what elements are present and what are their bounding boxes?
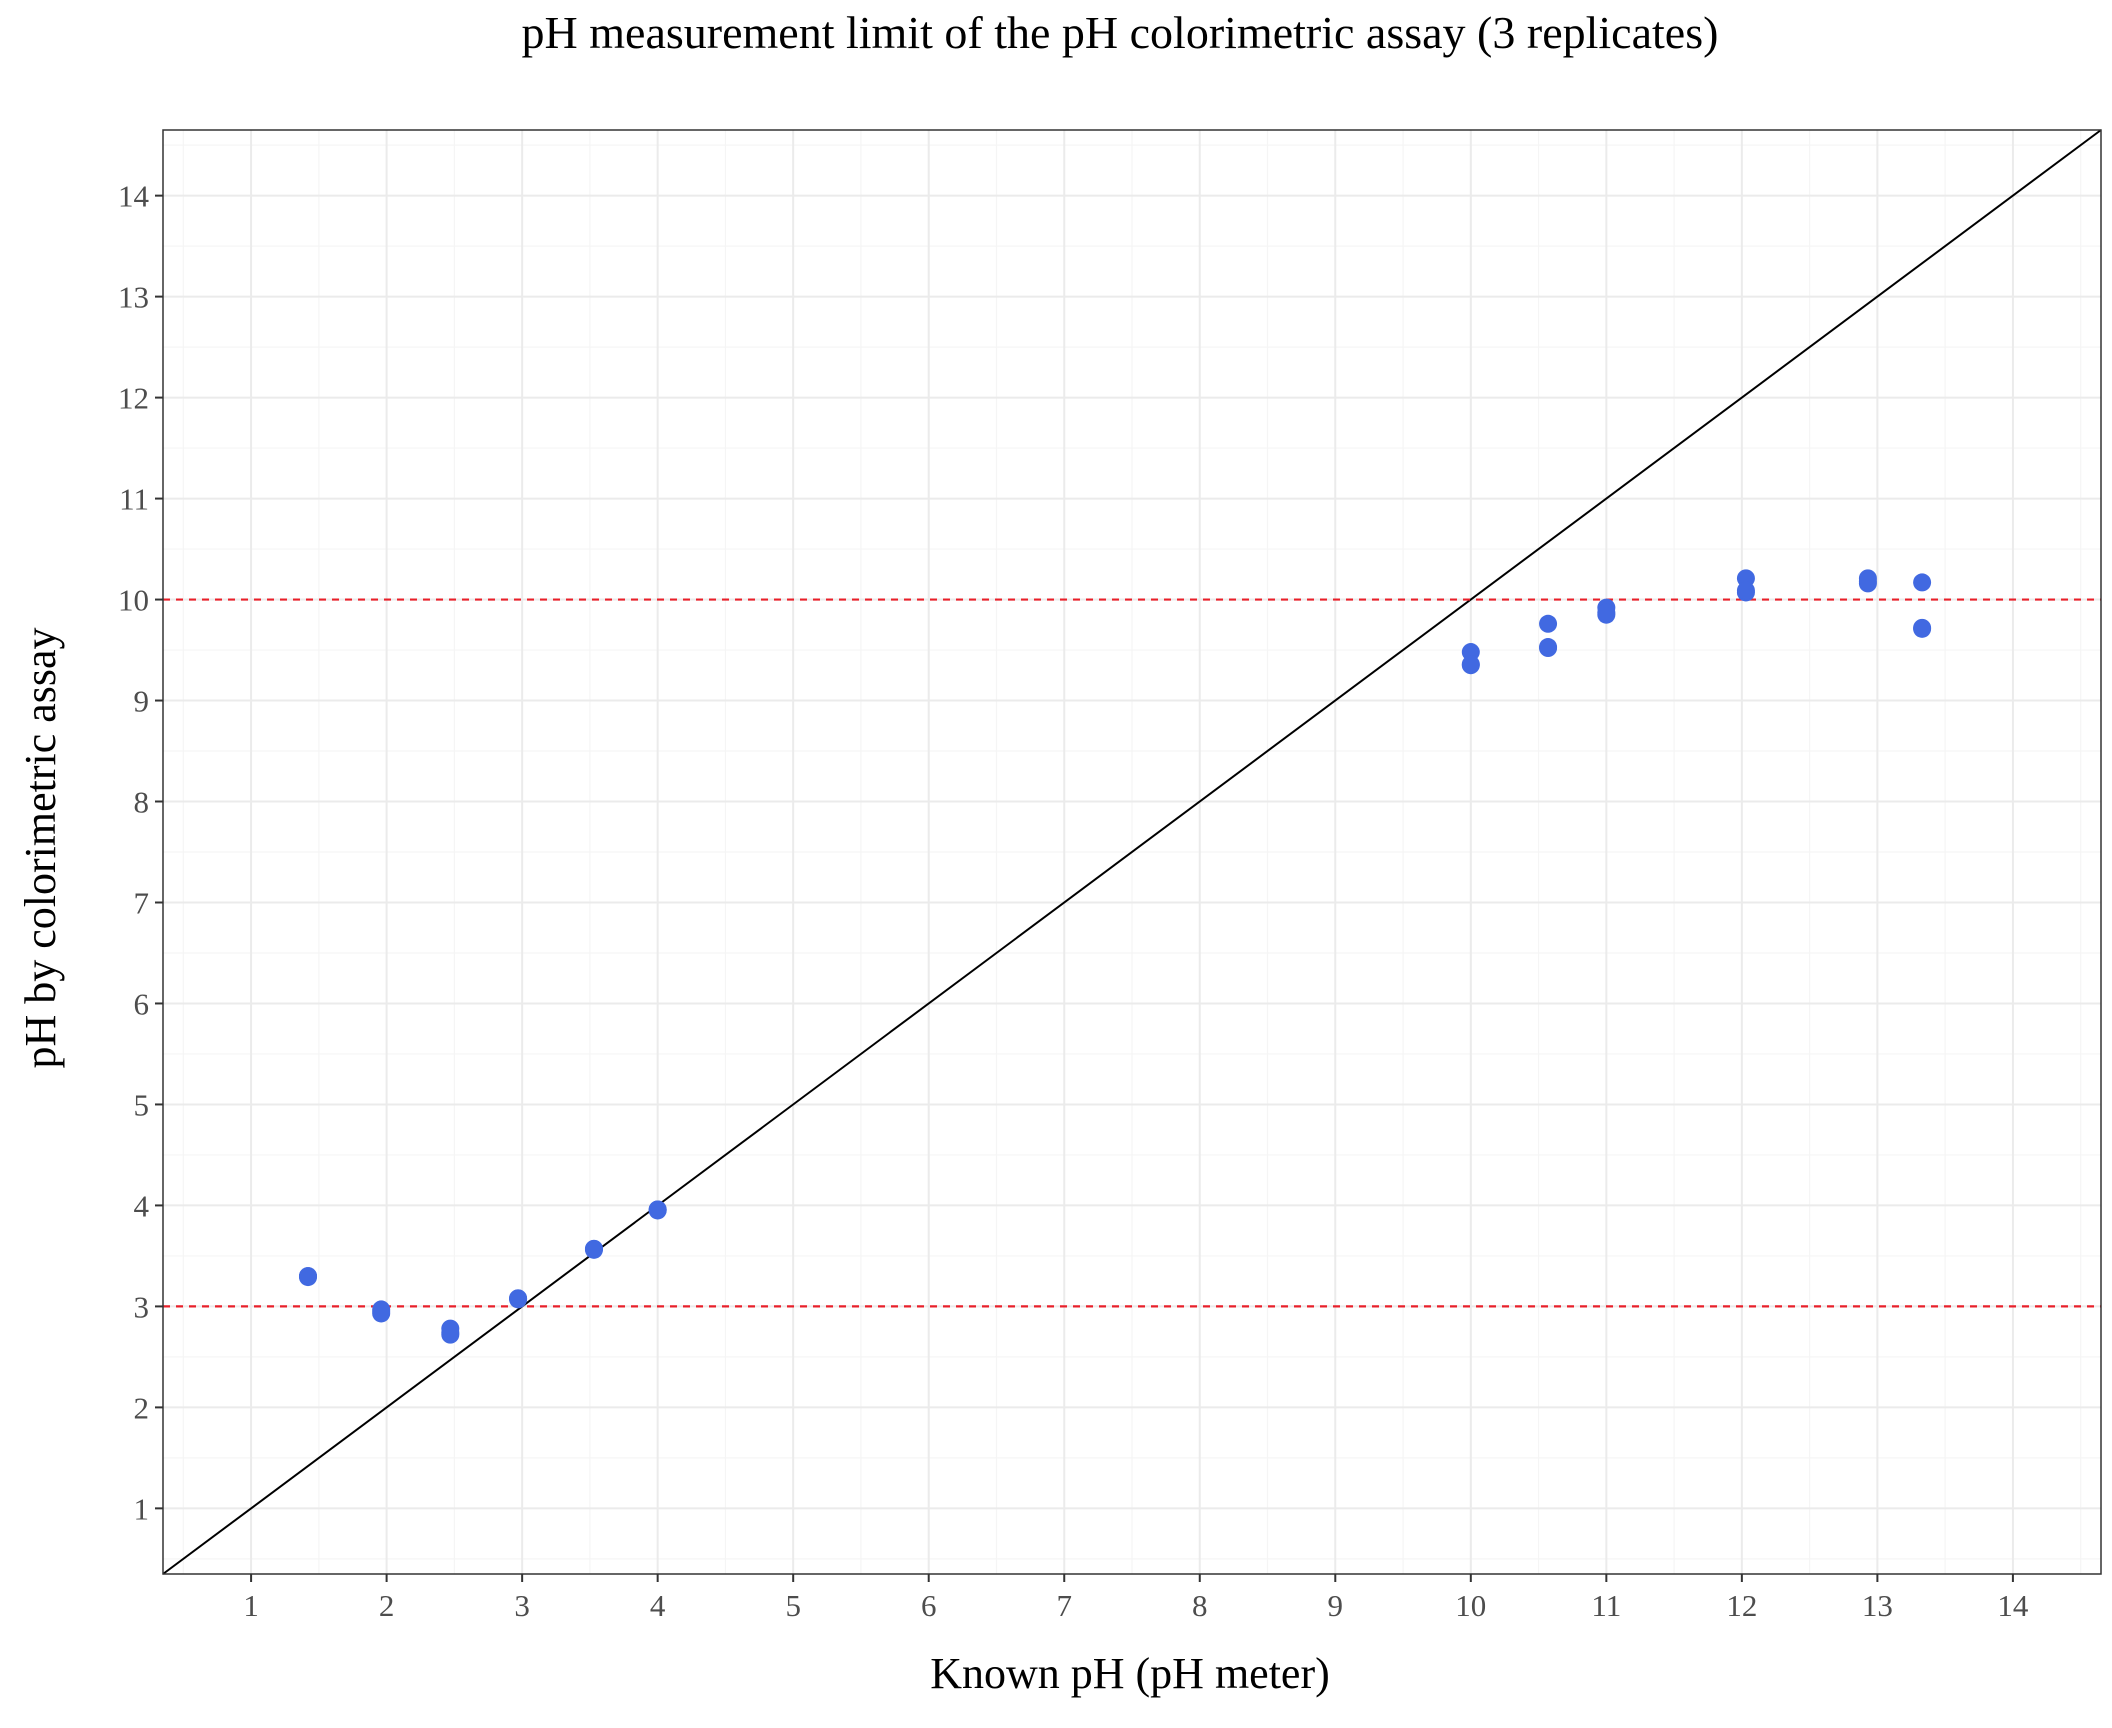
reference-lines: [162, 129, 2102, 1575]
y-tick-label: 7: [134, 885, 150, 920]
y-tick-label: 5: [134, 1087, 150, 1122]
y-tick-label: 12: [118, 381, 149, 416]
x-tick-label: 10: [1455, 1588, 1486, 1623]
data-point: [1913, 618, 1932, 637]
y-tick-label: 2: [134, 1390, 150, 1425]
y-tick-label: 8: [134, 785, 150, 820]
data-points: [299, 569, 1932, 1344]
x-tick-label: 3: [514, 1588, 530, 1623]
panel-border: [162, 129, 2102, 1575]
data-point: [584, 1239, 603, 1258]
data-point: [441, 1323, 460, 1342]
identity-line: [162, 129, 2102, 1575]
data-point: [1539, 638, 1558, 657]
x-tick-label: 8: [1192, 1588, 1208, 1623]
x-tick-label: 14: [1997, 1588, 2029, 1623]
data-point: [299, 1267, 318, 1286]
minor-grid: [163, 130, 2101, 1574]
data-point: [1858, 572, 1877, 591]
x-tick-label: 4: [650, 1588, 666, 1623]
data-point: [1913, 573, 1932, 592]
data-point: [648, 1200, 667, 1219]
data-point: [1597, 603, 1616, 622]
x-axis-ticks: 1 2 3 4 5 6 7 8 9 10 11 12 13 14: [243, 1574, 2029, 1623]
x-tick-label: 12: [1726, 1588, 1757, 1623]
data-point: [1736, 581, 1755, 600]
y-tick-label: 11: [119, 482, 149, 517]
y-tick-label: 6: [134, 986, 150, 1021]
x-tick-label: 5: [785, 1588, 801, 1623]
x-tick-label: 2: [379, 1588, 395, 1623]
x-tick-label: 6: [921, 1588, 937, 1623]
y-tick-label: 14: [118, 179, 150, 214]
y-tick-label: 4: [134, 1188, 150, 1223]
x-tick-label: 7: [1056, 1588, 1072, 1623]
data-point: [509, 1289, 528, 1308]
y-tick-label: 10: [118, 583, 149, 618]
x-tick-label: 9: [1328, 1588, 1344, 1623]
y-tick-label: 1: [134, 1491, 150, 1526]
y-axis-title: pH by colorimetric assay: [16, 627, 65, 1068]
data-point: [1539, 614, 1558, 633]
data-point: [1461, 655, 1480, 674]
y-tick-label: 13: [118, 280, 149, 315]
x-tick-label: 1: [243, 1588, 259, 1623]
x-tick-label: 13: [1862, 1588, 1893, 1623]
data-point: [372, 1302, 391, 1321]
x-tick-label: 11: [1591, 1588, 1621, 1623]
y-tick-label: 9: [134, 684, 150, 719]
y-tick-label: 3: [134, 1289, 150, 1324]
x-axis-title: Known pH (pH meter): [930, 1649, 1330, 1698]
chart-title: pH measurement limit of the pH colorimet…: [522, 7, 1719, 58]
